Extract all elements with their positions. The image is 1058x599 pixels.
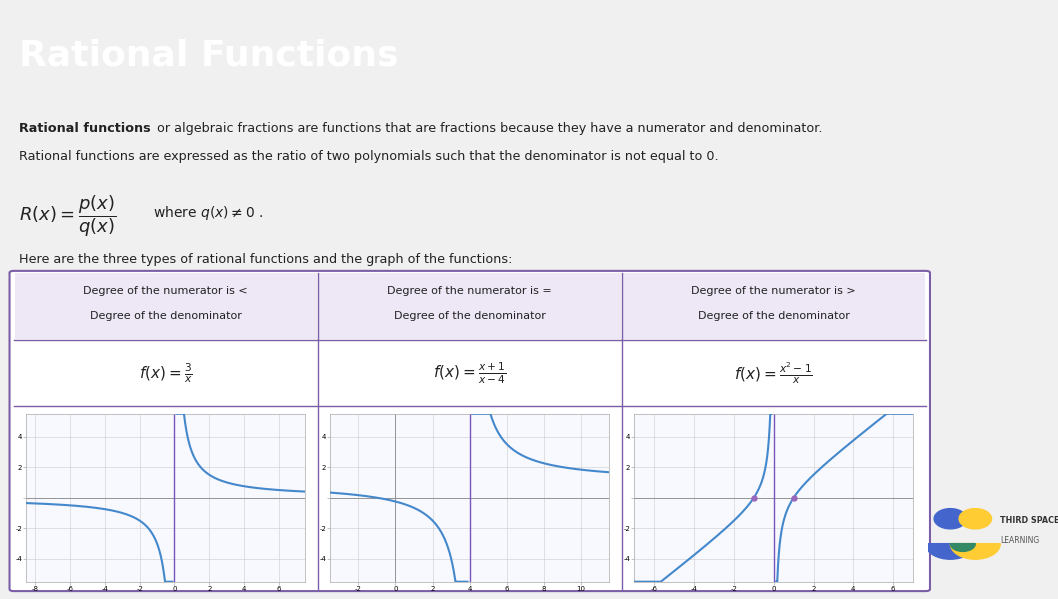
Text: $f(x) = \frac{x^2-1}{x}$: $f(x) = \frac{x^2-1}{x}$ — [734, 360, 814, 386]
Wedge shape — [950, 544, 975, 552]
Text: Degree of the numerator is =: Degree of the numerator is = — [387, 286, 552, 297]
Text: Here are the three types of rational functions and the graph of the functions:: Here are the three types of rational fun… — [19, 253, 512, 266]
Wedge shape — [926, 544, 975, 559]
Circle shape — [959, 509, 991, 529]
Text: Rational functions: Rational functions — [19, 122, 150, 135]
Text: where $q(x) \neq 0$ .: where $q(x) \neq 0$ . — [153, 204, 263, 222]
Text: $f(x) = \frac{x+1}{x-4}$: $f(x) = \frac{x+1}{x-4}$ — [433, 360, 507, 386]
FancyBboxPatch shape — [15, 273, 316, 339]
Text: Degree of the numerator is <: Degree of the numerator is < — [84, 286, 248, 297]
Text: Rational Functions: Rational Functions — [19, 38, 399, 72]
Text: LEARNING: LEARNING — [1000, 536, 1040, 545]
Text: $R(x) = \dfrac{p(x)}{q(x)}$: $R(x) = \dfrac{p(x)}{q(x)}$ — [19, 194, 116, 240]
Circle shape — [934, 509, 967, 529]
Text: THIRD SPACE: THIRD SPACE — [1000, 516, 1058, 525]
Wedge shape — [950, 544, 1000, 559]
Text: Degree of the numerator is >: Degree of the numerator is > — [692, 286, 856, 297]
FancyBboxPatch shape — [318, 273, 621, 339]
FancyBboxPatch shape — [623, 273, 925, 339]
Text: Rational functions are expressed as the ratio of two polynomials such that the d: Rational functions are expressed as the … — [19, 150, 718, 164]
Text: Degree of the denominator: Degree of the denominator — [394, 311, 546, 321]
Text: or algebraic fractions are functions that are fractions because they have a nume: or algebraic fractions are functions tha… — [153, 122, 823, 135]
FancyBboxPatch shape — [10, 271, 930, 591]
Text: Degree of the denominator: Degree of the denominator — [698, 311, 850, 321]
Text: Degree of the denominator: Degree of the denominator — [90, 311, 241, 321]
Text: $f(x) = \frac{3}{x}$: $f(x) = \frac{3}{x}$ — [139, 361, 193, 385]
